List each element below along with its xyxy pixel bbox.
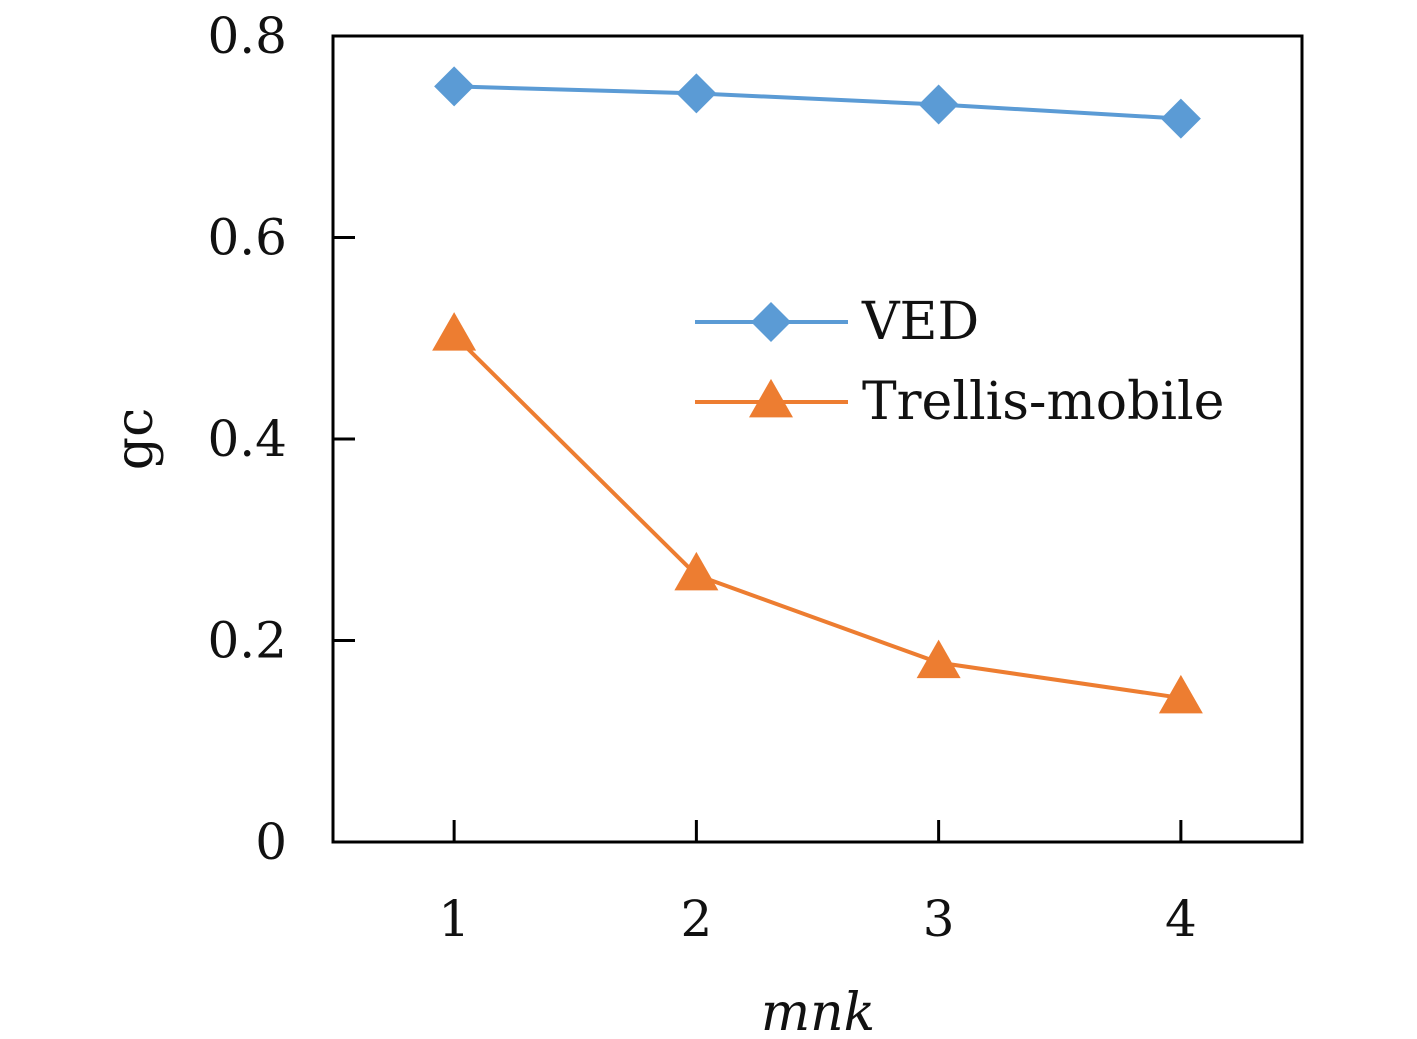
series-point-0 xyxy=(1160,98,1201,139)
x-tick-label: 4 xyxy=(1165,890,1197,948)
y-tick-label: 0.4 xyxy=(207,410,287,468)
legend-marker xyxy=(749,378,793,418)
x-tick-label: 1 xyxy=(438,890,470,948)
series-point-1 xyxy=(1158,674,1203,714)
legend-label: VED xyxy=(861,292,979,352)
y-tick-label: 0.2 xyxy=(207,612,287,670)
y-tick-label: 0 xyxy=(255,813,287,871)
legend-marker xyxy=(751,302,791,342)
y-axis-title: gc xyxy=(105,408,165,470)
series-point-0 xyxy=(676,73,717,114)
x-axis-ticks: 1 2 3 4 xyxy=(438,820,1197,948)
y-tick-label: 0.8 xyxy=(207,7,287,65)
series-line-0 xyxy=(454,84,1181,121)
series-point-0 xyxy=(434,66,475,107)
series-line-1 xyxy=(452,333,1182,700)
series-layer xyxy=(432,66,1203,714)
x-axis-title: mnk xyxy=(761,983,875,1039)
series-point-1 xyxy=(916,639,961,679)
series-point-1 xyxy=(432,312,477,351)
series-point-0 xyxy=(918,84,959,125)
legend-label: Trellis-mobile xyxy=(862,372,1224,432)
legend: VED Trellis-mobile xyxy=(695,292,1224,432)
y-axis-ticks: 0 0.2 0.4 0.6 0.8 xyxy=(207,7,355,871)
x-tick-label: 3 xyxy=(923,890,955,948)
series-point-1 xyxy=(674,551,719,591)
x-tick-label: 2 xyxy=(680,890,712,948)
y-tick-label: 0.6 xyxy=(207,209,287,267)
plot-frame xyxy=(331,34,1304,844)
